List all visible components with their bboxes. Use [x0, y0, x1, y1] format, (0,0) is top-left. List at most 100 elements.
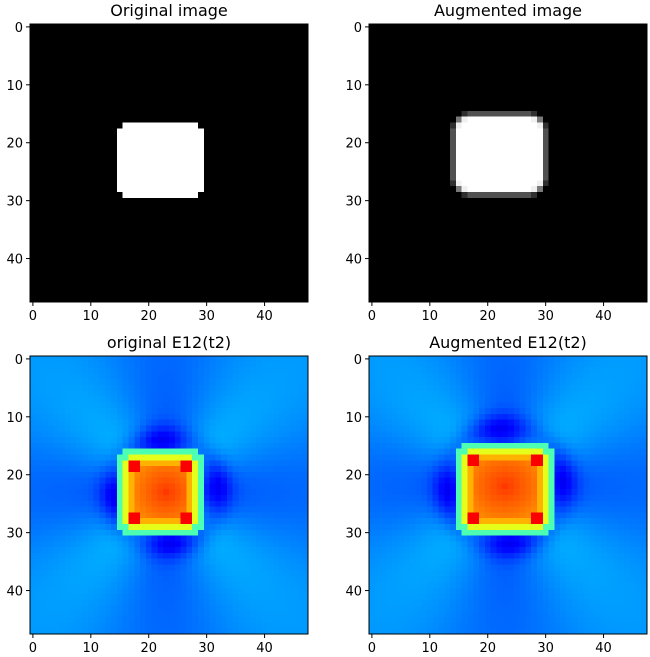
heatmap-cell	[531, 168, 538, 175]
heatmap-cell	[41, 361, 48, 368]
y-tick-label: 20	[345, 137, 362, 152]
heatmap-cell	[163, 122, 170, 129]
heatmap-cell	[174, 174, 181, 181]
heatmap-cell	[203, 367, 210, 374]
heatmap-cell	[432, 273, 439, 280]
heatmap-cell	[169, 261, 176, 268]
heatmap-cell	[589, 186, 596, 193]
heatmap-cell	[186, 116, 193, 123]
heatmap-cell	[473, 220, 480, 228]
heatmap-cell	[403, 93, 410, 100]
heatmap-cell	[577, 168, 584, 175]
heatmap-cell	[157, 81, 164, 89]
heatmap-cell	[197, 361, 205, 368]
heatmap-cell	[554, 255, 561, 262]
heatmap-cell	[186, 361, 193, 368]
x-tick-label: 0	[368, 309, 376, 324]
heatmap-cell	[64, 367, 71, 374]
heatmap-cell	[467, 278, 474, 286]
heatmap-cell	[502, 215, 509, 222]
heatmap-cell	[122, 76, 129, 83]
heatmap-cell	[203, 76, 210, 83]
heatmap-cell	[58, 186, 66, 193]
heatmap-cell	[577, 151, 584, 158]
heatmap-cell	[374, 273, 381, 280]
heatmap-cell	[479, 110, 486, 118]
heatmap-cell	[594, 128, 602, 135]
heatmap-cell	[490, 47, 497, 54]
heatmap-cell	[180, 163, 187, 170]
heatmap-cell	[221, 128, 228, 135]
heatmap-cell	[255, 157, 263, 164]
heatmap-cell	[577, 47, 584, 54]
heatmap-cell	[82, 70, 89, 77]
heatmap-cell	[450, 70, 457, 77]
heatmap-cell	[70, 168, 77, 175]
heatmap-cell	[30, 110, 37, 118]
heatmap-cell	[444, 174, 451, 181]
heatmap-cell	[641, 87, 648, 94]
heatmap-cell	[473, 215, 480, 222]
heatmap-cell	[255, 220, 263, 228]
heatmap-cell	[565, 168, 573, 175]
heatmap-cell	[122, 122, 129, 129]
heatmap-cell	[209, 52, 216, 60]
heatmap-cell	[279, 174, 286, 181]
heatmap-cell	[157, 87, 164, 94]
heatmap-cell	[461, 29, 468, 36]
heatmap-cell	[105, 273, 112, 280]
heatmap-cell	[618, 145, 625, 152]
heatmap-cell	[444, 197, 451, 204]
heatmap-cell	[392, 134, 399, 141]
heatmap-cell	[128, 390, 135, 397]
heatmap-cell	[403, 58, 410, 65]
heatmap-cell	[226, 209, 234, 216]
heatmap-cell	[82, 105, 89, 112]
heatmap-cell	[548, 116, 555, 123]
heatmap-cell	[479, 24, 486, 31]
heatmap-cell	[479, 47, 486, 54]
heatmap-cell	[255, 128, 263, 135]
heatmap-cell	[180, 81, 187, 89]
heatmap-cell	[232, 163, 239, 170]
heatmap-cell	[76, 209, 83, 216]
heatmap-cell	[473, 203, 480, 210]
heatmap-cell	[560, 99, 567, 106]
heatmap-cell	[600, 209, 607, 216]
heatmap-cell	[47, 163, 54, 170]
heatmap-cell	[409, 249, 416, 257]
heatmap-cell	[484, 157, 492, 164]
heatmap-cell	[577, 163, 584, 170]
heatmap-cell	[484, 238, 492, 245]
heatmap-cell	[635, 29, 642, 36]
heatmap-cell	[157, 244, 164, 251]
heatmap-cell	[157, 122, 164, 129]
heatmap-cell	[186, 64, 193, 71]
heatmap-cell	[145, 255, 153, 262]
heatmap-cell	[450, 168, 457, 175]
heatmap-cell	[284, 70, 292, 77]
heatmap-cell	[490, 157, 497, 164]
heatmap-cell	[284, 290, 292, 297]
heatmap-cell	[565, 128, 573, 135]
heatmap-cell	[238, 128, 245, 135]
heatmap-cell	[594, 64, 602, 71]
heatmap-cell	[380, 174, 387, 181]
heatmap-cell	[116, 261, 124, 268]
heatmap-cell	[169, 64, 176, 71]
heatmap-cell	[244, 356, 251, 363]
heatmap-cell	[226, 174, 234, 181]
heatmap-cell	[641, 273, 648, 280]
heatmap-cell	[232, 191, 239, 199]
heatmap-cell	[461, 47, 468, 54]
heatmap-cell	[35, 41, 42, 48]
heatmap-cell	[513, 35, 520, 42]
heatmap-cell	[508, 70, 515, 77]
heatmap-cell	[612, 76, 619, 83]
heatmap-cell	[267, 128, 274, 135]
heatmap-cell	[432, 24, 439, 31]
heatmap-cell	[140, 151, 147, 158]
heatmap-cell	[180, 255, 187, 262]
heatmap-cell	[284, 99, 292, 106]
